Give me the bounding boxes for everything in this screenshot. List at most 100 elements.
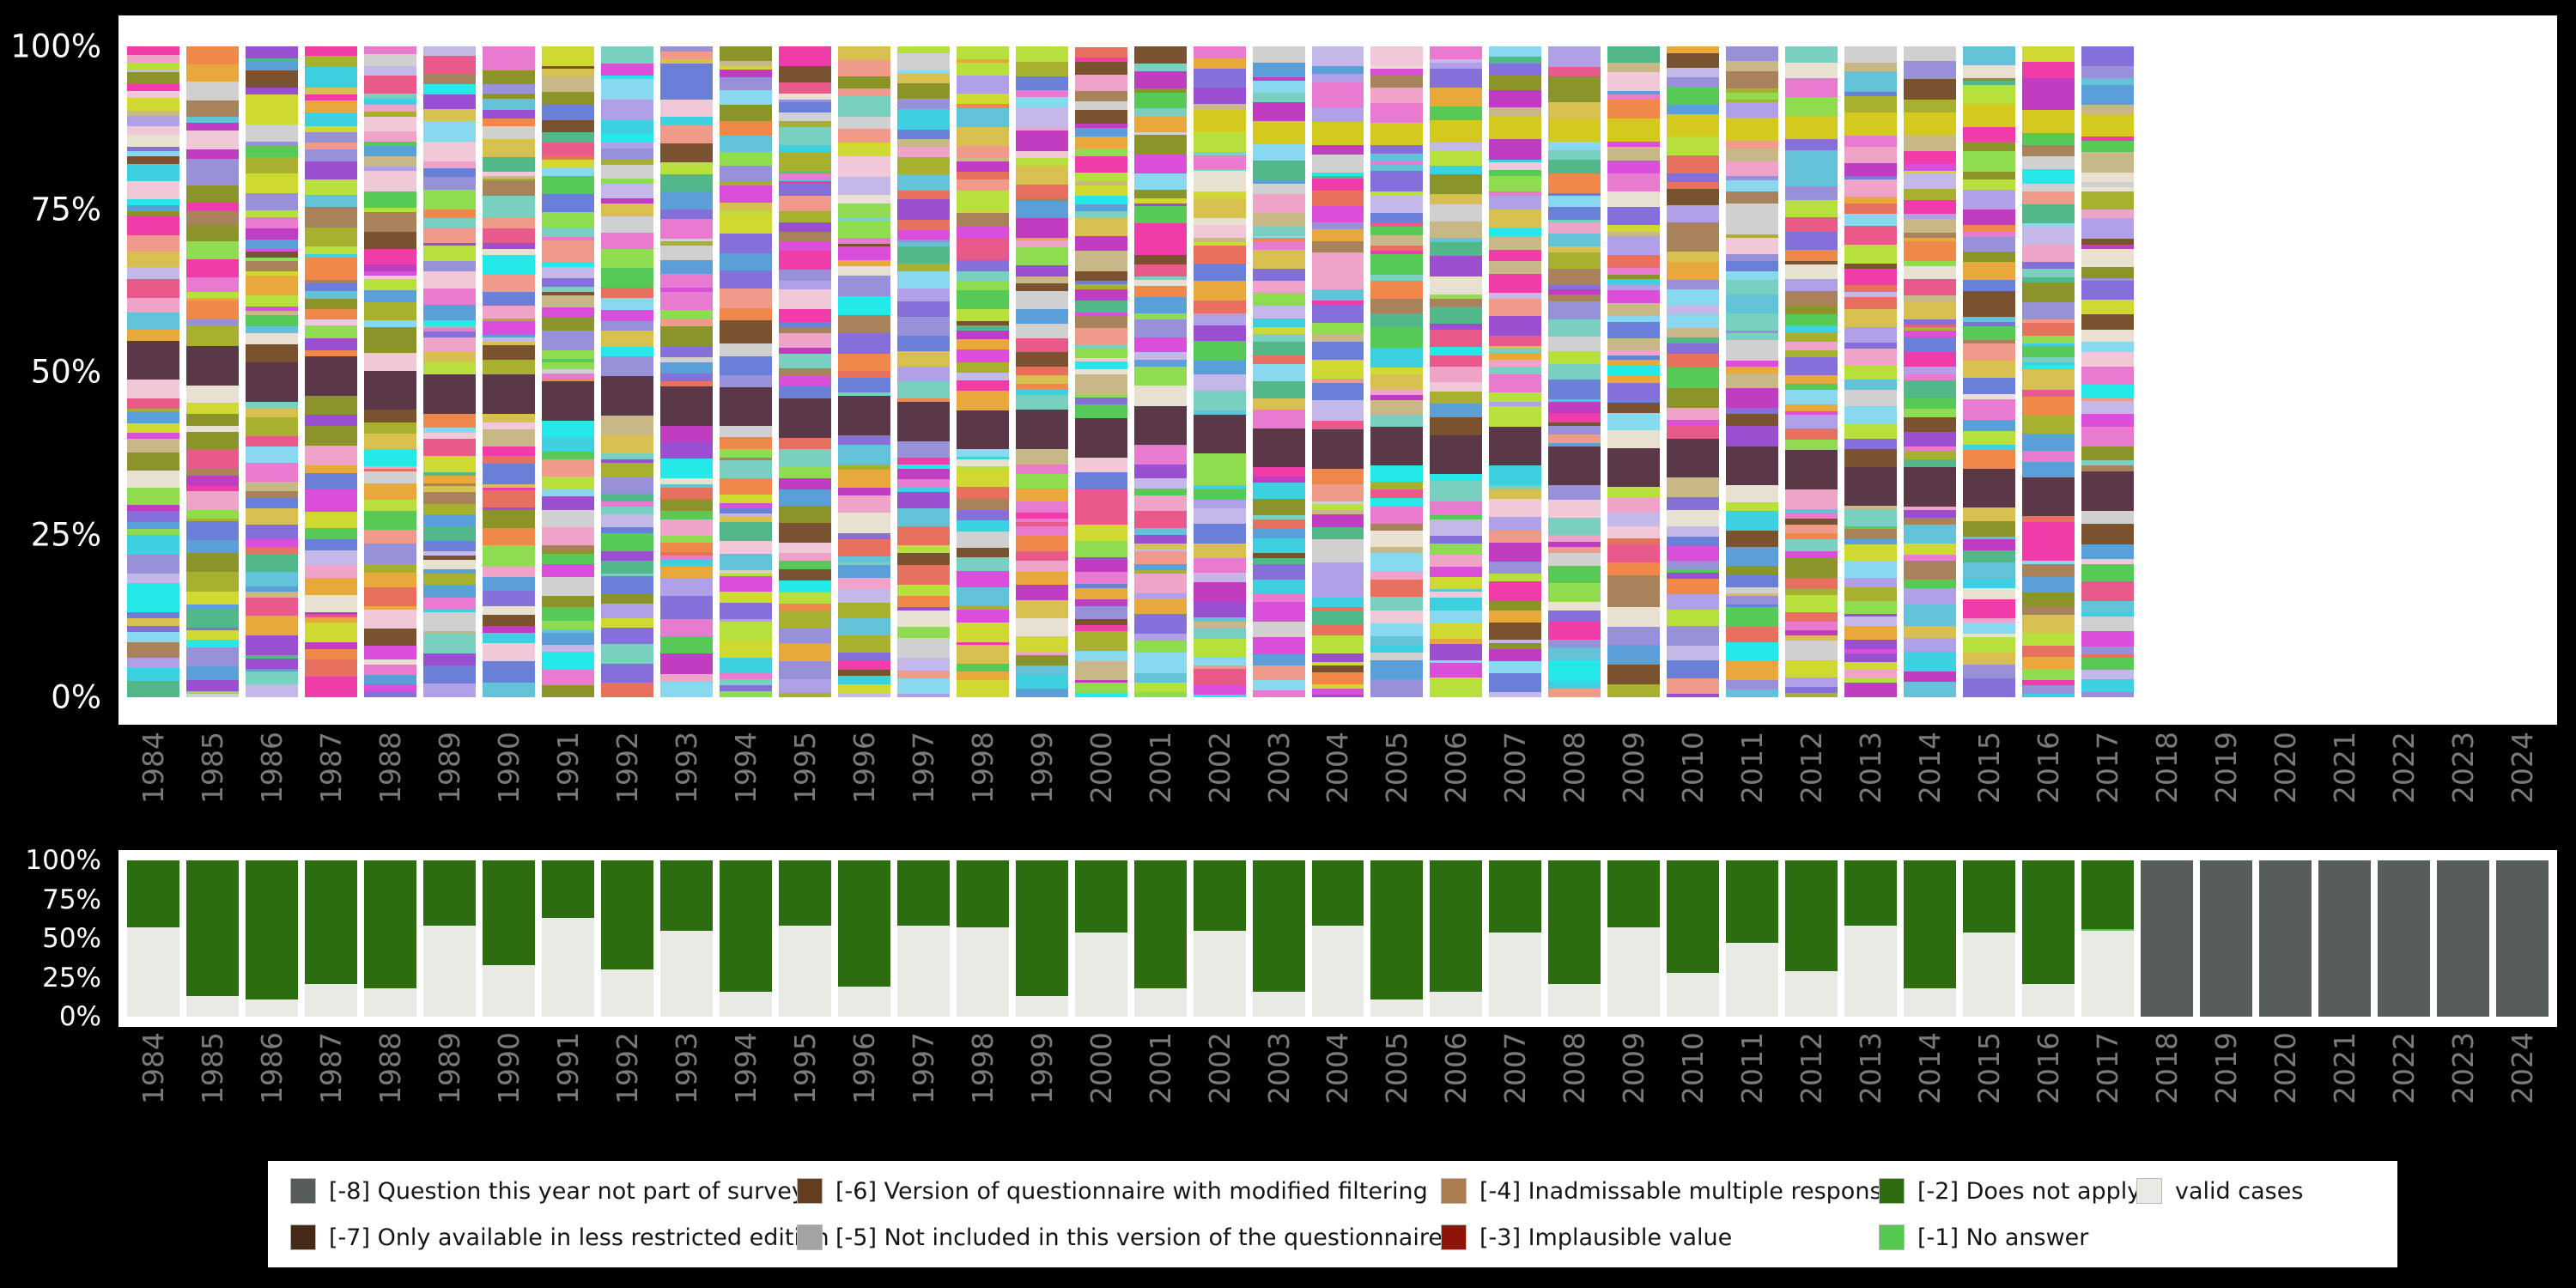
- bar-segment: [778, 195, 831, 212]
- bar-segment: [1074, 693, 1127, 697]
- bar-segment: [304, 179, 357, 195]
- bottom-y-tick-label: 100%: [25, 845, 101, 876]
- bar-segment: [837, 396, 890, 435]
- bar-segment: [185, 665, 239, 680]
- bar-segment: [1785, 414, 1838, 428]
- bar-segment: [1193, 242, 1246, 246]
- bar-segment: [363, 449, 416, 466]
- bar-segment: [2081, 459, 2135, 465]
- legend-swatch: [1441, 1178, 1467, 1204]
- bottom-x-year-label: 2019: [2209, 1032, 2244, 1104]
- top-x-year-label: 1997: [906, 732, 940, 804]
- bar-segment: [956, 380, 1009, 391]
- bar-segment: [1607, 46, 1661, 64]
- bar-segment: [956, 210, 1009, 213]
- bar-segment: [896, 488, 950, 493]
- bar-segment: [185, 130, 239, 149]
- bar-segment: [2022, 390, 2075, 398]
- bar-segment: [541, 262, 594, 267]
- bottom-year-bar-2021: [2318, 860, 2372, 1017]
- bottom-x-year-label: 2022: [2387, 1032, 2421, 1104]
- bar-segment: [600, 576, 653, 595]
- bar-segment: [1193, 217, 1246, 225]
- bar-segment: [1015, 76, 1068, 91]
- x-label-cell: 2014: [1904, 732, 1956, 856]
- bar-segment: [719, 203, 772, 211]
- bar-segment: [1430, 480, 1483, 501]
- x-label-cell: 1997: [897, 1032, 950, 1157]
- bar-segment: [363, 988, 416, 1017]
- bar-segment: [363, 605, 416, 611]
- bar-segment: [600, 183, 653, 198]
- top-x-year-label: 2014: [1913, 732, 1947, 804]
- bar-segment: [837, 860, 890, 987]
- bar-segment: [778, 552, 831, 562]
- x-label-cell: 2009: [1607, 732, 1660, 856]
- bottom-year-bar-2010: [1667, 860, 1720, 1017]
- bottom-year-bar-2023: [2437, 860, 2490, 1017]
- bar-segment: [482, 243, 535, 250]
- bar-segment: [1844, 439, 1898, 449]
- bar-segment: [1785, 325, 1838, 332]
- bar-segment: [185, 297, 239, 301]
- bar-segment: [1370, 367, 1424, 375]
- bar-segment: [2081, 400, 2135, 415]
- bar-segment: [2081, 527, 2135, 545]
- year-slot: [1904, 860, 1957, 1017]
- bar-segment: [896, 335, 950, 343]
- bar-segment: [1726, 179, 1779, 191]
- bar-segment: [363, 319, 416, 327]
- bar-segment: [245, 401, 298, 410]
- bar-segment: [2081, 397, 2135, 401]
- bar-segment: [1607, 513, 1661, 527]
- bar-segment: [1252, 553, 1305, 558]
- bar-segment: [1785, 971, 1838, 1017]
- bottom-year-bar-2014: [1904, 860, 1957, 1017]
- x-label-cell: 2013: [1844, 732, 1897, 856]
- bar-segment: [956, 499, 1009, 510]
- bar-segment: [482, 360, 535, 375]
- bar-segment: [245, 668, 298, 672]
- bar-segment: [1311, 334, 1364, 342]
- bar-segment: [1133, 550, 1187, 565]
- year-slot: [2141, 46, 2193, 697]
- bar-segment: [541, 160, 594, 168]
- bar-segment: [1015, 688, 1068, 697]
- bottom-year-bar-2017: [2081, 860, 2135, 1017]
- top-y-tick-label: 50%: [30, 353, 101, 391]
- bar-segment: [1133, 633, 1187, 641]
- bar-segment: [1370, 226, 1424, 235]
- bar-segment: [1370, 506, 1424, 525]
- bar-segment: [1074, 394, 1127, 398]
- bar-segment: [1726, 191, 1779, 204]
- bar-segment: [304, 595, 357, 613]
- top-x-year-label: 2010: [1676, 732, 1710, 804]
- top-y-tick-label: 0%: [51, 678, 101, 716]
- x-label-cell: 2024: [2496, 1032, 2549, 1157]
- year-slot: [2318, 46, 2371, 697]
- bar-segment: [1193, 58, 1246, 69]
- bar-segment: [1963, 449, 2016, 469]
- bar-segment: [363, 353, 416, 371]
- bar-segment: [778, 568, 831, 581]
- bar-segment: [1074, 313, 1127, 316]
- bar-segment: [1844, 112, 1898, 136]
- bar-segment: [837, 96, 890, 117]
- bar-segment: [1963, 419, 2016, 431]
- bar-segment: [482, 99, 535, 110]
- bar-segment: [1548, 301, 1601, 320]
- bar-segment: [1963, 104, 2016, 127]
- bar-segment: [1726, 361, 1779, 367]
- bar-segment: [482, 510, 535, 529]
- bar-segment: [482, 643, 535, 662]
- bar-segment: [956, 271, 1009, 282]
- bar-segment: [422, 541, 476, 551]
- bar-segment: [1015, 276, 1068, 283]
- bottom-x-year-label: 2005: [1380, 1032, 1414, 1104]
- bar-segment: [1607, 232, 1661, 236]
- bar-segment: [363, 104, 416, 112]
- bar-segment: [1904, 517, 1957, 526]
- bar-segment: [185, 627, 239, 631]
- bar-segment: [363, 684, 416, 692]
- bar-segment: [185, 402, 239, 414]
